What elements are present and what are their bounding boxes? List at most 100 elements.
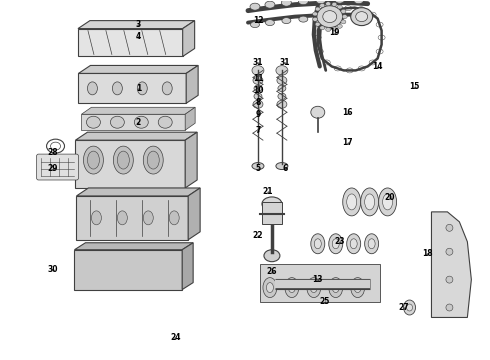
Bar bbox=[262, 202, 282, 224]
Ellipse shape bbox=[446, 248, 453, 255]
Ellipse shape bbox=[356, 12, 368, 22]
Ellipse shape bbox=[278, 85, 286, 91]
Ellipse shape bbox=[277, 76, 287, 84]
Ellipse shape bbox=[289, 283, 295, 293]
Ellipse shape bbox=[332, 27, 337, 31]
Polygon shape bbox=[182, 243, 193, 289]
Ellipse shape bbox=[285, 278, 299, 298]
Ellipse shape bbox=[322, 272, 338, 296]
Text: 14: 14 bbox=[372, 62, 383, 71]
Ellipse shape bbox=[446, 304, 453, 311]
Ellipse shape bbox=[337, 24, 342, 28]
Ellipse shape bbox=[361, 188, 379, 216]
Ellipse shape bbox=[365, 194, 375, 210]
Polygon shape bbox=[81, 107, 195, 114]
Ellipse shape bbox=[335, 0, 345, 3]
Ellipse shape bbox=[254, 85, 262, 91]
Ellipse shape bbox=[354, 15, 363, 21]
Ellipse shape bbox=[250, 3, 260, 10]
Ellipse shape bbox=[446, 276, 453, 283]
Text: 31: 31 bbox=[280, 58, 290, 67]
Ellipse shape bbox=[263, 278, 277, 298]
Text: 10: 10 bbox=[253, 86, 263, 95]
Ellipse shape bbox=[277, 100, 287, 108]
Ellipse shape bbox=[265, 1, 275, 8]
Ellipse shape bbox=[335, 15, 344, 21]
Text: 5: 5 bbox=[255, 163, 261, 172]
Ellipse shape bbox=[337, 5, 342, 9]
Ellipse shape bbox=[276, 163, 288, 170]
Ellipse shape bbox=[86, 116, 100, 128]
Polygon shape bbox=[78, 28, 183, 57]
Ellipse shape bbox=[314, 239, 321, 249]
Polygon shape bbox=[183, 21, 195, 57]
Ellipse shape bbox=[282, 18, 291, 24]
Ellipse shape bbox=[365, 234, 379, 254]
Ellipse shape bbox=[118, 211, 127, 225]
Text: 18: 18 bbox=[422, 249, 433, 258]
Text: 17: 17 bbox=[343, 138, 353, 147]
Ellipse shape bbox=[262, 197, 282, 211]
Ellipse shape bbox=[307, 278, 321, 298]
Ellipse shape bbox=[446, 224, 453, 231]
Polygon shape bbox=[185, 132, 197, 188]
Ellipse shape bbox=[277, 272, 293, 296]
Ellipse shape bbox=[252, 66, 264, 75]
Text: 30: 30 bbox=[48, 265, 58, 274]
Text: 28: 28 bbox=[47, 148, 58, 157]
Polygon shape bbox=[186, 66, 198, 103]
Text: 6: 6 bbox=[282, 163, 288, 172]
Ellipse shape bbox=[313, 12, 318, 16]
Ellipse shape bbox=[332, 283, 339, 293]
Text: 9: 9 bbox=[255, 110, 261, 119]
Ellipse shape bbox=[143, 146, 163, 174]
Polygon shape bbox=[75, 132, 197, 140]
Ellipse shape bbox=[315, 22, 320, 26]
Ellipse shape bbox=[87, 151, 99, 169]
Ellipse shape bbox=[276, 66, 288, 75]
Ellipse shape bbox=[112, 82, 122, 95]
Ellipse shape bbox=[315, 7, 320, 11]
Text: 21: 21 bbox=[263, 188, 273, 197]
Ellipse shape bbox=[264, 250, 280, 262]
Ellipse shape bbox=[92, 211, 101, 225]
Ellipse shape bbox=[87, 82, 98, 95]
Text: 16: 16 bbox=[343, 108, 353, 117]
Ellipse shape bbox=[310, 283, 318, 293]
Text: 27: 27 bbox=[398, 303, 409, 312]
Ellipse shape bbox=[307, 272, 323, 296]
Ellipse shape bbox=[320, 26, 325, 30]
Text: 31: 31 bbox=[253, 58, 263, 67]
Ellipse shape bbox=[347, 194, 357, 210]
Ellipse shape bbox=[313, 17, 318, 21]
Text: 4: 4 bbox=[136, 32, 141, 41]
Ellipse shape bbox=[281, 0, 292, 6]
Text: 8: 8 bbox=[255, 98, 261, 107]
Text: 25: 25 bbox=[319, 297, 330, 306]
Text: 3: 3 bbox=[136, 20, 141, 29]
Text: 12: 12 bbox=[253, 16, 263, 25]
Polygon shape bbox=[74, 250, 182, 289]
Ellipse shape bbox=[317, 6, 343, 28]
Ellipse shape bbox=[329, 278, 343, 298]
Text: 1: 1 bbox=[136, 84, 141, 93]
Ellipse shape bbox=[351, 8, 372, 26]
Ellipse shape bbox=[311, 278, 319, 289]
Text: 29: 29 bbox=[48, 163, 58, 172]
Ellipse shape bbox=[351, 278, 365, 298]
Ellipse shape bbox=[326, 27, 331, 32]
Ellipse shape bbox=[326, 278, 334, 289]
Ellipse shape bbox=[316, 0, 326, 4]
Text: 23: 23 bbox=[335, 237, 345, 246]
Ellipse shape bbox=[383, 194, 392, 210]
Ellipse shape bbox=[134, 116, 148, 128]
Polygon shape bbox=[75, 140, 185, 188]
Polygon shape bbox=[74, 243, 193, 250]
Ellipse shape bbox=[281, 278, 289, 289]
Ellipse shape bbox=[253, 76, 263, 84]
Text: 26: 26 bbox=[267, 267, 277, 276]
Polygon shape bbox=[185, 107, 195, 130]
Ellipse shape bbox=[323, 11, 337, 23]
Ellipse shape bbox=[326, 2, 331, 6]
Ellipse shape bbox=[317, 15, 325, 21]
